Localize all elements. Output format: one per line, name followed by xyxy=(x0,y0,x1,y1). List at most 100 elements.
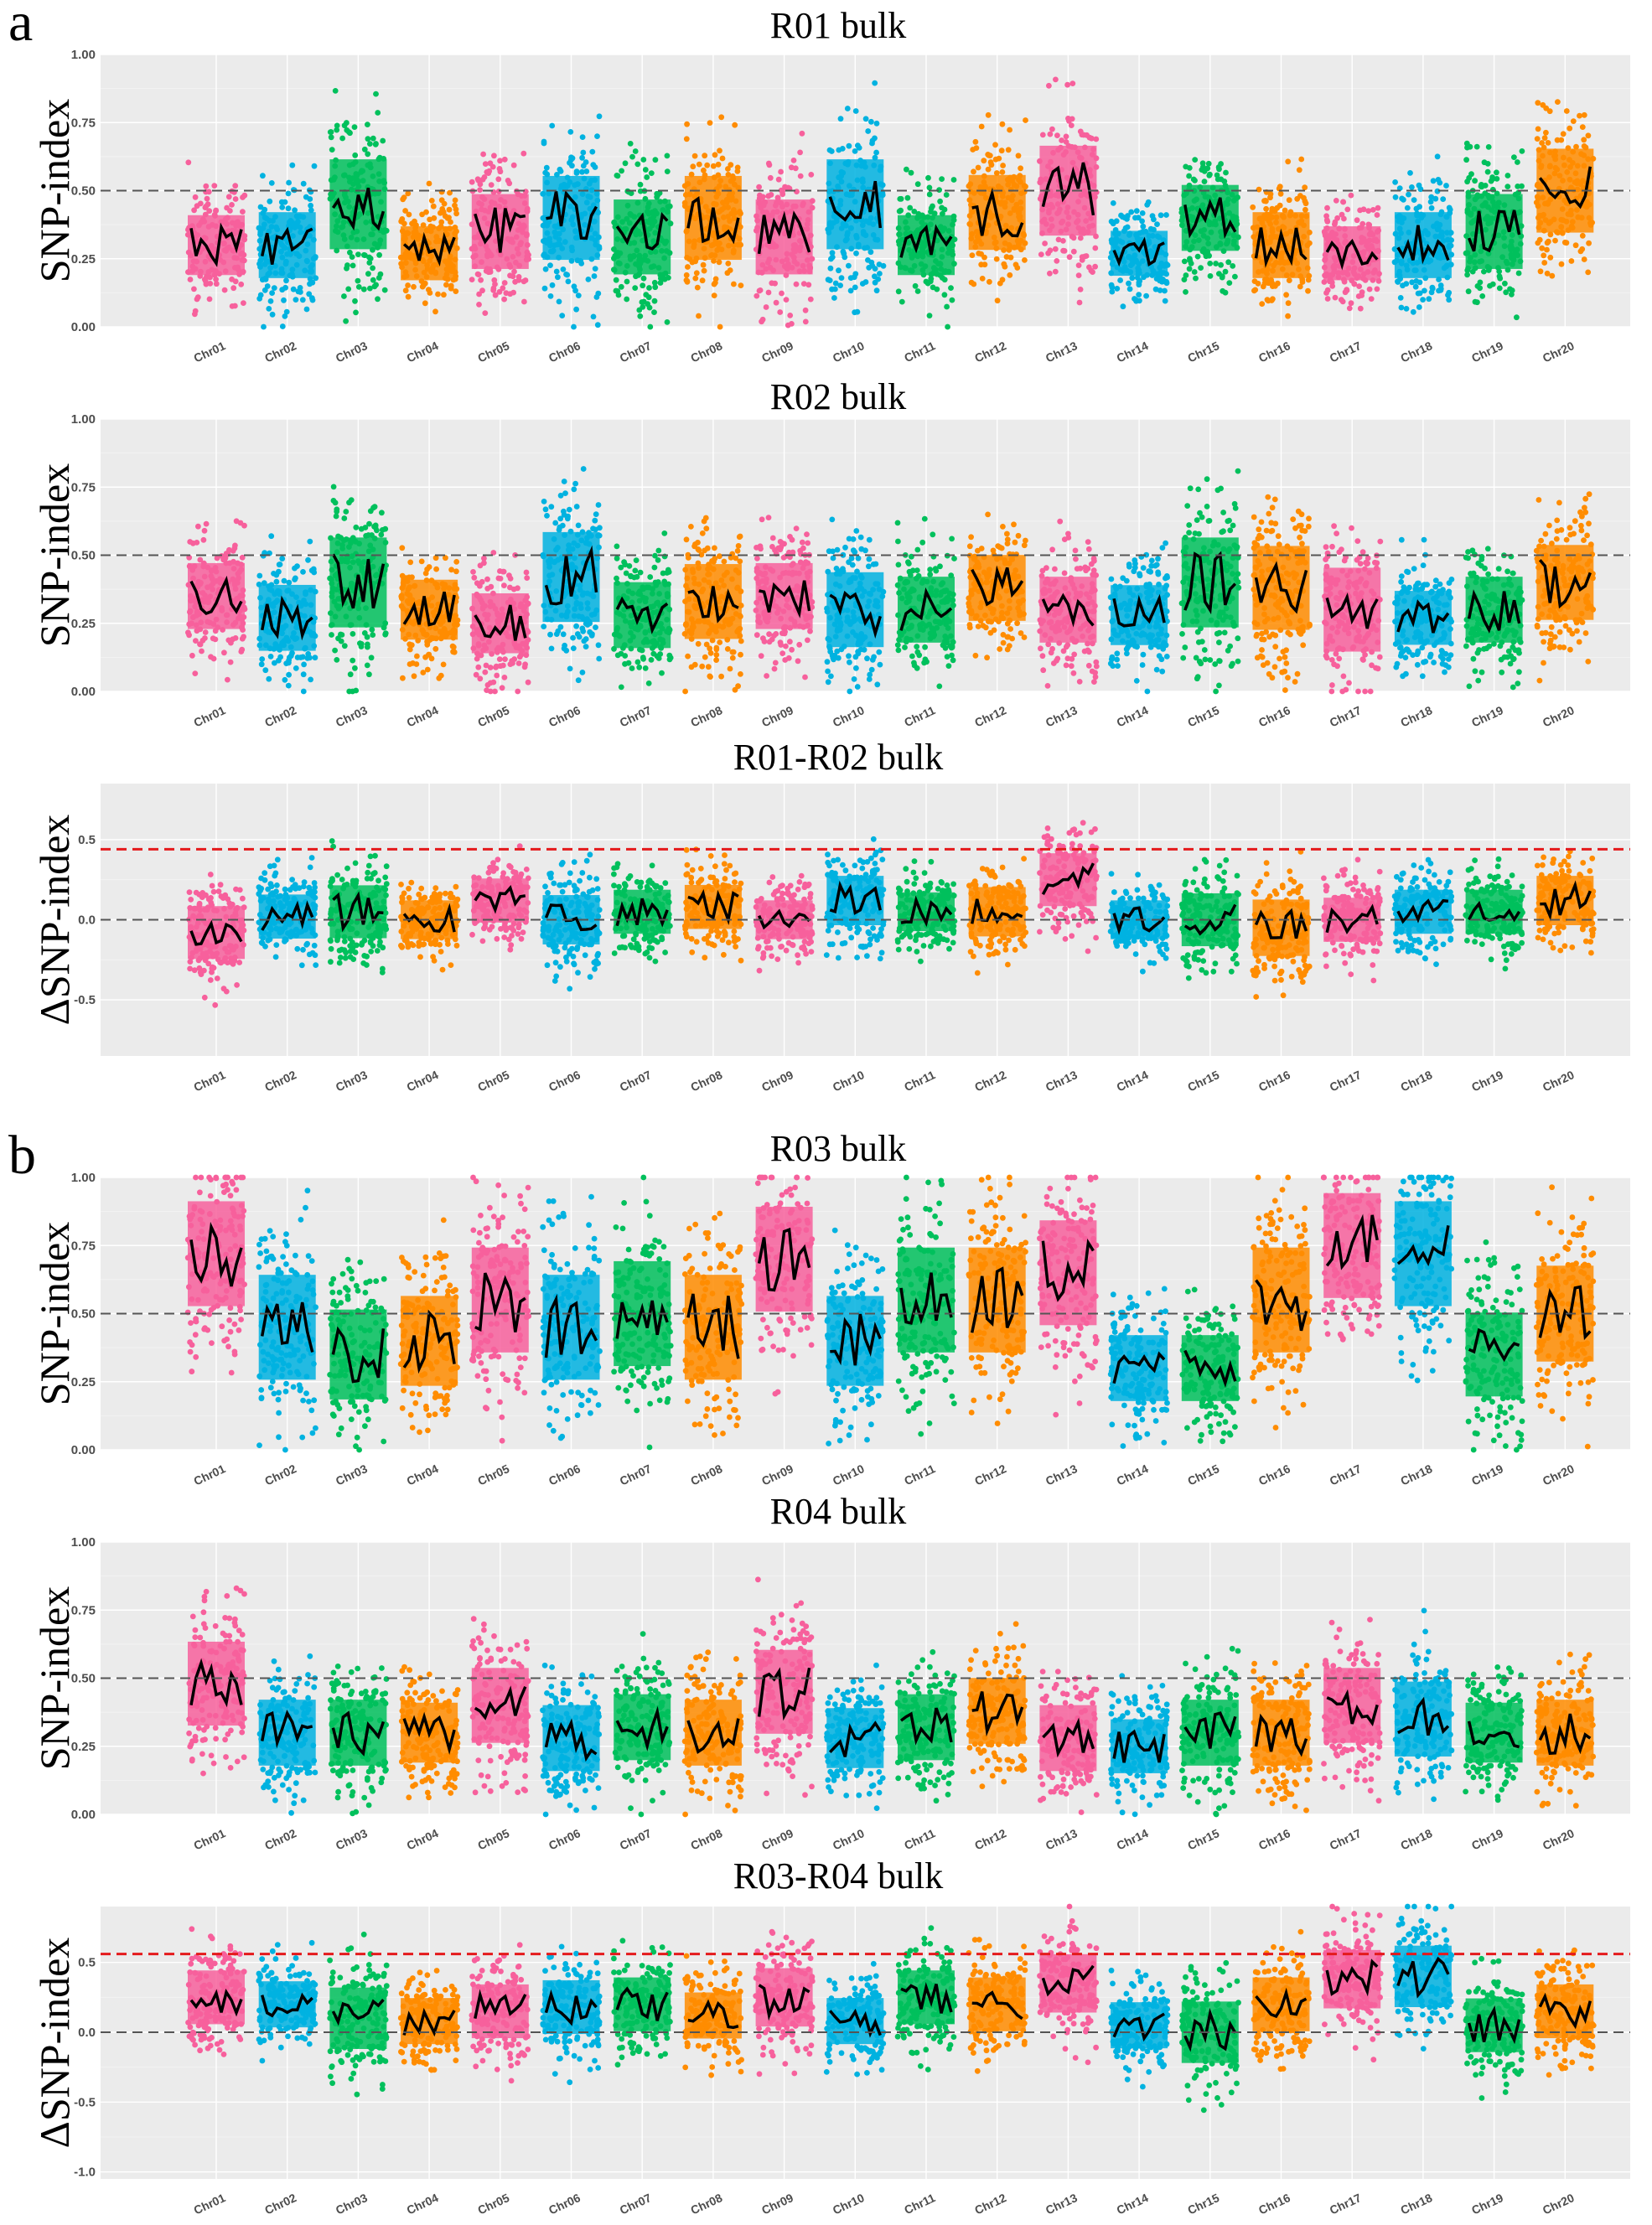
snp-point xyxy=(978,123,985,130)
snp-point xyxy=(501,280,508,286)
snp-point xyxy=(1046,82,1052,89)
snp-point xyxy=(1270,283,1276,289)
snp-point xyxy=(228,639,234,646)
snp-point xyxy=(281,297,287,303)
snp-point xyxy=(1286,277,1292,283)
snp-point xyxy=(802,674,808,680)
x-tick-label: Chr18 xyxy=(1398,339,1434,365)
snp-point xyxy=(240,194,246,200)
snp-point xyxy=(480,151,486,158)
snp-point xyxy=(332,499,339,506)
snp-point xyxy=(370,277,376,283)
snp-point xyxy=(261,323,267,330)
snp-point xyxy=(1489,186,1496,193)
snp-point xyxy=(308,295,315,301)
snp-point xyxy=(287,653,294,659)
snp-point xyxy=(756,184,762,190)
snp-point xyxy=(738,671,743,677)
snp-point xyxy=(232,183,239,189)
snp-point xyxy=(637,313,644,319)
snp-point xyxy=(689,259,696,266)
snp-point xyxy=(202,278,209,284)
snp-point xyxy=(358,644,365,649)
snp-point xyxy=(303,306,310,313)
chromosome-points-chr06 xyxy=(540,113,603,330)
snp-point xyxy=(596,113,603,120)
snp-point xyxy=(836,147,842,153)
snp-point xyxy=(1395,278,1401,285)
x-tick-label: Chr19 xyxy=(1469,339,1505,365)
snp-point xyxy=(1413,205,1420,212)
snp-point xyxy=(469,277,475,282)
snp-point xyxy=(1015,153,1022,159)
snp-point xyxy=(343,318,349,324)
snp-point xyxy=(699,530,706,536)
snp-point xyxy=(704,162,711,168)
snp-point xyxy=(987,159,994,165)
snp-point xyxy=(488,182,495,189)
snp-point xyxy=(632,148,639,154)
snp-point xyxy=(593,511,599,517)
snp-point xyxy=(225,551,231,557)
snp-point xyxy=(1162,298,1168,304)
snp-point xyxy=(1302,184,1308,191)
snp-point xyxy=(666,652,673,659)
snp-point xyxy=(775,176,782,183)
snp-point xyxy=(413,661,420,667)
snp-point xyxy=(355,284,362,290)
snp-point xyxy=(1539,245,1546,251)
snp-point xyxy=(579,134,586,141)
snp-point xyxy=(350,262,356,269)
snp-density-band xyxy=(258,212,316,278)
snp-point xyxy=(1334,215,1340,221)
snp-point xyxy=(1502,280,1508,287)
snp-point xyxy=(399,545,406,551)
snp-point xyxy=(407,646,413,653)
snp-point xyxy=(968,279,975,286)
snp-point xyxy=(575,292,582,298)
snp-point xyxy=(548,504,555,510)
snp-point xyxy=(1252,287,1259,293)
snp-point xyxy=(1399,195,1405,202)
snp-point xyxy=(844,106,851,111)
snp-point xyxy=(636,664,643,670)
snp-point xyxy=(441,292,447,298)
snp-point xyxy=(1446,297,1453,303)
snp-point xyxy=(1463,157,1469,163)
snp-point xyxy=(660,276,666,282)
snp-point xyxy=(1059,137,1064,143)
snp-point xyxy=(691,153,698,159)
snp-point xyxy=(1296,167,1302,173)
snp-point xyxy=(873,149,879,156)
snp-point xyxy=(515,660,522,666)
snp-point xyxy=(1489,281,1496,287)
snp-point xyxy=(579,168,585,175)
snp-point xyxy=(352,152,359,158)
snp-point xyxy=(278,199,285,205)
snp-point xyxy=(1570,118,1577,125)
snp-point xyxy=(522,277,529,283)
snp-point xyxy=(212,636,219,643)
snp-point xyxy=(557,168,564,174)
snp-point xyxy=(1039,132,1046,138)
snp-point xyxy=(567,157,574,163)
snp-point xyxy=(580,466,587,472)
snp-point xyxy=(926,191,933,198)
snp-point xyxy=(351,124,358,131)
snp-point xyxy=(1481,268,1487,275)
snp-point xyxy=(368,655,375,661)
x-tick-label: Chr04 xyxy=(405,339,441,365)
snp-point xyxy=(1143,292,1149,299)
snp-point xyxy=(225,194,232,200)
snp-point xyxy=(865,128,872,134)
snp-point xyxy=(1052,268,1059,275)
snp-point xyxy=(1277,202,1283,209)
snp-point xyxy=(422,300,428,307)
snp-point xyxy=(717,639,723,645)
snp-density-band xyxy=(1181,184,1239,251)
snp-point xyxy=(692,275,699,282)
snp-point xyxy=(432,645,439,652)
snp-point xyxy=(1519,183,1525,189)
snp-point xyxy=(581,638,588,644)
snp-point xyxy=(373,141,379,147)
